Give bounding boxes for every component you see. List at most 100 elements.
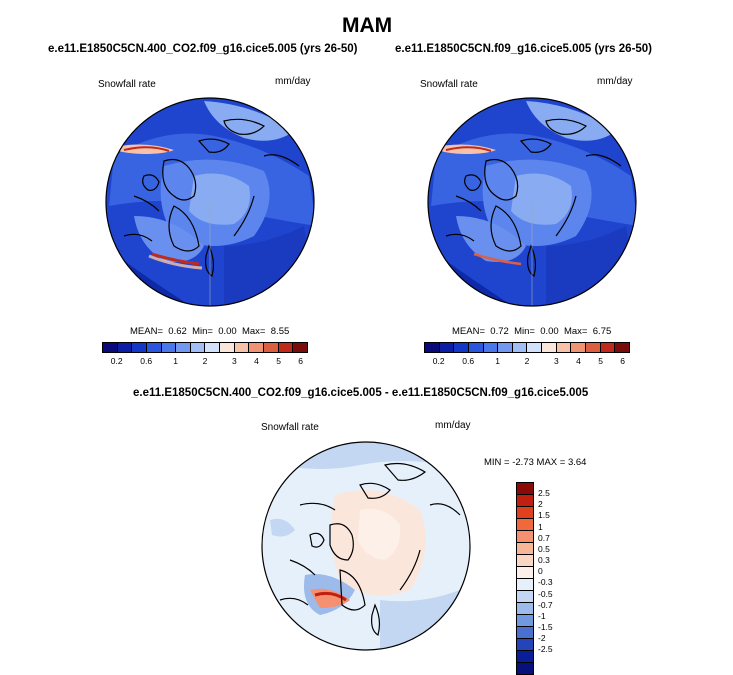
colorbar-box [132,343,147,352]
colorbar-tick-label: 2 [202,356,208,366]
diff-colorbar-tick-label: -1.5 [538,621,553,632]
diff-colorbar-box [517,519,533,531]
colorbar-tick-label: 3 [232,356,237,366]
panel-1-variable-label: Snowfall rate [98,79,156,90]
panel-2-max-label: Max= [563,326,588,337]
diff-colorbar-tick-label: 0.5 [538,543,550,554]
diff-colorbar-tick-label: 2 [538,499,543,510]
panel-2-mean-value: 0.72 [490,326,509,337]
diff-colorbar-box [517,495,533,507]
diff-colorbar-tick-label: 0 [538,566,543,577]
panel-2-min-value: 0.00 [540,326,559,337]
diff-polar-map [261,441,471,651]
panel-1-max-value: 8.55 [270,326,290,337]
diff-colorbar-tick-label: -2.5 [538,644,553,655]
colorbar-tick-label: 4 [254,356,259,366]
colorbar-box [483,343,499,352]
colorbar-box [278,343,294,352]
colorbar-box [205,343,221,352]
diff-colorbar-labels: 2.5 2 1.5 1 0.7 0.5 0.3 0 -0.3 -0.5 -0.7 -1 -1.5 -2 -2… [538,482,578,662]
panel-1-case-title: e.e11.E1850C5CN.400_CO2.f09_g16.cice5.00… [48,43,358,55]
colorbar-box [234,343,250,352]
colorbar-box [425,343,440,352]
diff-colorbar [516,482,534,675]
diff-colorbar-tick-label: 2.5 [538,488,550,499]
colorbar-box [117,343,133,352]
colorbar-tick-label: 0.6 [462,356,475,366]
diff-colorbar-box [517,627,533,639]
diff-colorbar-box [517,615,533,627]
diff-colorbar-box [517,591,533,603]
colorbar-box [586,343,601,352]
panel-1-mean-value: 0.62 [168,326,187,337]
colorbar-box [571,343,587,352]
diff-colorbar-tick-label: 1 [538,521,543,532]
diff-variable-label: Snowfall rate [261,422,319,433]
colorbar-box [220,343,235,352]
colorbar-tick-label: 3 [554,356,559,366]
panel-1-min-value: 0.00 [218,326,237,337]
panel-1-colorbar-boxes [102,342,308,353]
panel-1-max-label: Max= [241,326,266,337]
diff-colorbar-box [517,603,533,615]
colorbar-box [542,343,557,352]
colorbar-box [615,343,629,352]
diff-colorbar-tick-label: 0.7 [538,532,550,543]
panel-1-colorbar-labels: 0.2 0.6 1 2 3 4 5 6 [102,356,308,368]
colorbar-tick-label: 4 [576,356,581,366]
diff-colorbar-box [517,555,533,567]
panel-2-min-label: Min= [514,326,535,337]
diff-colorbar-tick-label: 1.5 [538,510,550,521]
diff-colorbar-box [517,639,533,651]
colorbar-box [161,343,177,352]
panel-1-polar-map [105,97,315,307]
diff-colorbar-tick-label: -1 [538,610,546,621]
colorbar-box [146,343,162,352]
colorbar-box [264,343,279,352]
diff-colorbar-tick-label: 0.3 [538,555,550,566]
panel-2-mean-label: MEAN= [452,326,485,337]
colorbar-box [249,343,265,352]
diff-minmax: MIN = -2.73 MAX = 3.64 [484,457,587,468]
diff-colorbar-box [517,567,533,579]
diff-colorbar-tick-label: -0.5 [538,588,553,599]
panel-2-colorbar-labels: 0.2 0.6 1 2 3 4 5 6 [424,356,630,368]
panel-1-stats: MEAN= 0.62 Min= 0.00 Max= 8.55 [130,326,289,337]
colorbar-box [176,343,191,352]
panel-2-case-title: e.e11.E1850C5CN.f09_g16.cice5.005 (yrs 2… [395,43,653,55]
diff-colorbar-tick-label: -0.3 [538,577,553,588]
colorbar-tick-label: 6 [620,356,626,366]
colorbar-tick-label: 5 [276,356,281,366]
colorbar-box [527,343,543,352]
colorbar-box [454,343,469,352]
panel-2-stats: MEAN= 0.72 Min= 0.00 Max= 6.75 [452,326,611,337]
colorbar-tick-label: 1 [495,356,500,366]
colorbar-box [190,343,206,352]
diff-colorbar-box [517,579,533,591]
colorbar-tick-label: 0.2 [110,356,123,366]
colorbar-tick-label: 1 [173,356,178,366]
diff-colorbar-tick-label: -0.7 [538,599,553,610]
colorbar-box [293,343,307,352]
colorbar-box [512,343,528,352]
panel-2-variable-label: Snowfall rate [420,79,478,90]
panel-1-units-label: mm/day [275,76,311,87]
panel-2-polar-map [427,97,637,307]
panel-2-units-label: mm/day [597,76,633,87]
diff-colorbar-box [517,531,533,543]
panel-2-colorbar [424,342,630,353]
colorbar-tick-label: 0.2 [432,356,445,366]
colorbar-box [556,343,572,352]
panel-2-colorbar-boxes [424,342,630,353]
panel-1-colorbar [102,342,308,353]
panel-1-mean-label: MEAN= [130,326,163,337]
diff-colorbar-box [517,507,533,519]
panel-1-min-label: Min= [192,326,213,337]
colorbar-tick-label: 0.6 [140,356,153,366]
diff-case-title: e.e11.E1850C5CN.400_CO2.f09_g16.cice5.00… [133,387,589,399]
colorbar-box [600,343,616,352]
colorbar-box [468,343,484,352]
plot-title: MAM [342,14,393,37]
diff-units-label: mm/day [435,420,471,431]
diff-colorbar-box [517,651,533,663]
